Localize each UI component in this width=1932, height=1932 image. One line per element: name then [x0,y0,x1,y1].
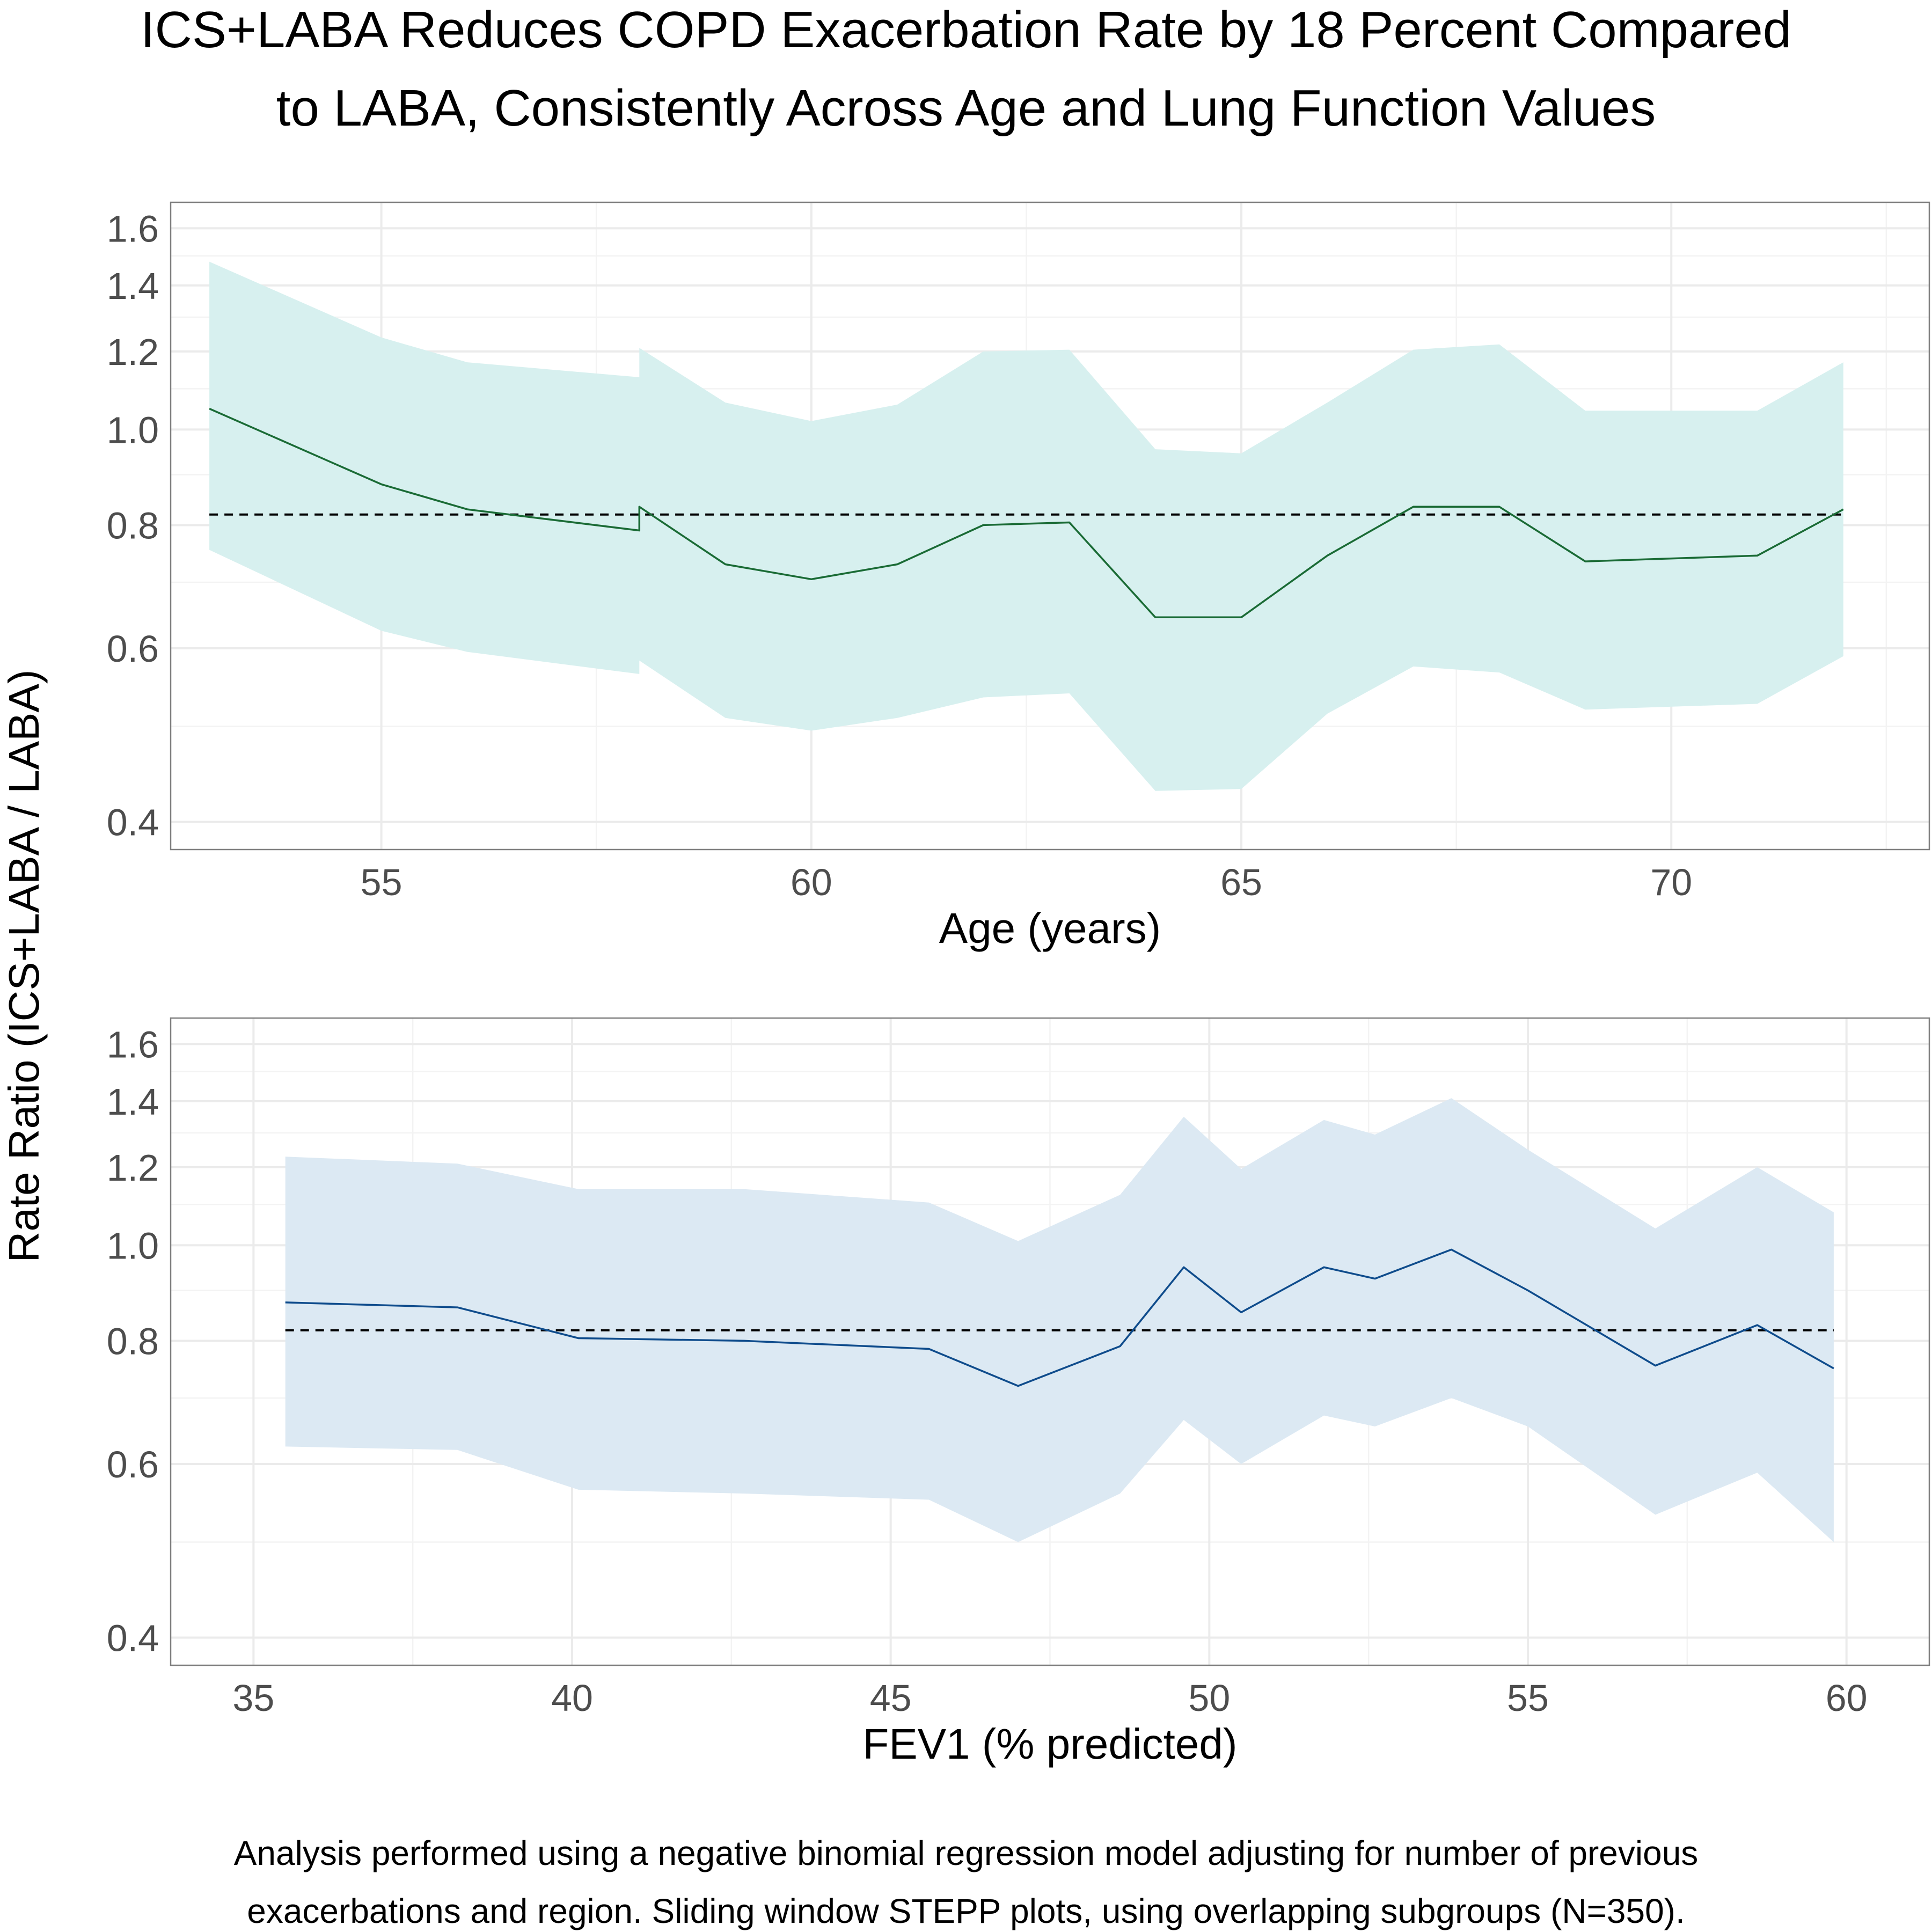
age-x-tick-label: 55 [361,861,402,903]
age-rate-ratio-line [209,407,1844,619]
age-y-tick-label: 0.4 [107,802,159,844]
fev1-y-tick-label: 0.4 [107,1618,159,1659]
fev1-y-tick-label: 1.6 [107,1023,159,1065]
age-y-tick-label: 0.6 [107,628,159,670]
fev1-y-tick-label: 1.2 [107,1147,159,1189]
fev1-x-tick-label: 50 [1188,1677,1230,1719]
fev1-y-tick-label: 0.6 [107,1444,159,1485]
fev1-x-tick-label: 60 [1826,1677,1868,1719]
age-panel-border [170,201,1930,851]
fev1-x-tick-label: 55 [1507,1677,1549,1719]
chart-title-line-2: to LABA, Consistently Across Age and Lun… [276,79,1656,137]
age-x-tick-label: 60 [791,861,832,903]
fev1-x-tick-label: 40 [551,1677,593,1719]
fev1-x-tick-label: 45 [870,1677,912,1719]
shared-y-axis-title: Rate Ratio (ICS+LABA / LABA) [0,670,48,1263]
fev1-panel: 0.4 0.6 0.8 1.0 1.2 1.4 1.6 35 40 45 50 55 60 FEV1 (%… [107,1017,1930,1768]
caption-line-2: exacerbations and region. Sliding window… [247,1892,1685,1930]
fev1-x-tick-label: 35 [232,1677,274,1719]
fev1-rate-ratio-line [285,1248,1834,1387]
fev1-y-tick-label: 1.4 [107,1081,159,1123]
fev1-y-tick-label: 1.0 [107,1225,159,1267]
caption-line-1: Analysis performed using a negative bino… [234,1834,1699,1872]
fev1-panel-border [170,1017,1930,1666]
age-x-axis-title: Age (years) [939,904,1161,952]
chart-title-line-1: ICS+LABA Reduces COPD Exacerbation Rate … [141,1,1791,58]
age-x-tick-label: 70 [1650,861,1692,903]
age-y-tick-label: 1.6 [107,208,159,250]
age-panel: 0.4 0.6 0.8 1.0 1.2 1.4 1.6 55 60 65 70 Age (years) [107,201,1930,952]
age-y-tick-label: 1.4 [107,265,159,307]
age-y-tick-label: 1.2 [107,331,159,373]
age-confidence-band [209,261,1843,791]
fev1-confidence-band [285,1098,1834,1542]
fev1-x-axis-title: FEV1 (% predicted) [862,1720,1237,1768]
age-y-tick-label: 1.0 [107,409,159,451]
age-y-tick-label: 0.8 [107,504,159,546]
fev1-y-tick-label: 0.8 [107,1320,159,1362]
age-x-tick-label: 65 [1220,861,1262,903]
